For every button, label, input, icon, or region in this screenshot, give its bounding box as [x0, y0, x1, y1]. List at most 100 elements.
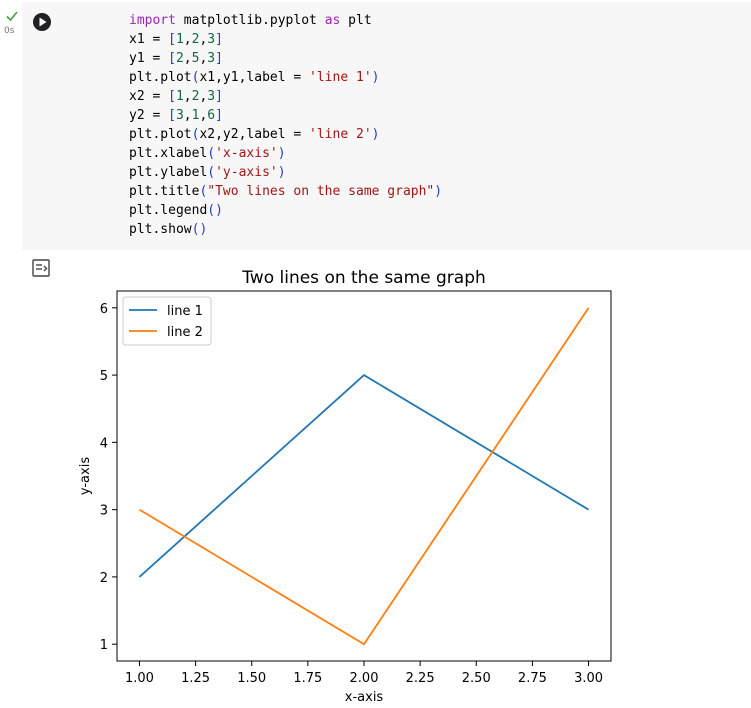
code-token: , — [183, 89, 192, 104]
code-token: [ — [168, 32, 176, 47]
code-token: () — [191, 222, 208, 237]
code-token: 1 — [191, 108, 200, 123]
code-token: plt.legend — [129, 203, 208, 218]
code-token: plt.show — [129, 222, 192, 237]
legend: line 1 line 2 — [122, 296, 212, 346]
play-icon[interactable] — [32, 12, 52, 32]
x-tick-label: 2.25 — [406, 671, 435, 686]
code-token: ( — [207, 146, 216, 161]
code-line: plt.plot(x1,y1,label = 'line 1') — [129, 68, 442, 87]
code-token: [ — [168, 51, 176, 66]
code-token: 3 — [207, 89, 216, 104]
code-token: , — [183, 32, 192, 47]
code-token: plt.ylabel — [129, 165, 208, 180]
code-token: plt.plot — [129, 127, 192, 142]
code-token: ) — [277, 165, 286, 180]
code-token: , — [199, 32, 208, 47]
axis-ticks: 1.00 1.25 1.50 1.75 2.00 2.25 2.50 2.75 3.00 1 2 3 4… — [100, 302, 603, 686]
code-token: plt — [340, 13, 372, 28]
code-token: ) — [371, 70, 380, 85]
y-tick-label: 6 — [100, 302, 108, 317]
code-line: plt.xlabel('x-axis') — [129, 144, 442, 163]
code-token: matplotlib.pyplot — [175, 13, 325, 28]
code-token: 'y-axis' — [215, 165, 278, 180]
x-tick-label: 1.50 — [237, 671, 266, 686]
code-token: 'line 2' — [309, 127, 372, 142]
code-token: , — [183, 108, 192, 123]
code-token: ] — [215, 89, 223, 104]
plot-area — [116, 290, 612, 662]
x-tick-label: 3.00 — [574, 671, 603, 686]
code-token: ( — [199, 184, 208, 199]
x-tick-label: 1.75 — [293, 671, 322, 686]
code-token: "Two lines on the same graph" — [207, 184, 435, 199]
code-token: 2 — [191, 89, 200, 104]
code-token: ( — [191, 70, 200, 85]
series-line-1 — [138, 373, 590, 578]
code-token: [ — [168, 108, 176, 123]
x-tick-label: 2.50 — [462, 671, 491, 686]
code-token: as — [324, 13, 341, 28]
x-axis-label: x-axis — [345, 690, 384, 705]
code-token: ] — [215, 32, 223, 47]
x-tick-label: 1.25 — [181, 671, 210, 686]
code-line: y1 = [2,5,3] — [129, 49, 442, 68]
code-line: plt.ylabel('y-axis') — [129, 163, 442, 182]
code-token: ) — [434, 184, 443, 199]
code-token: x2,y2,label = — [199, 127, 310, 142]
code-line: plt.legend() — [129, 201, 442, 220]
line-chart: Two lines on the same graph x-axis y-axi… — [78, 268, 612, 705]
y-tick-label: 4 — [100, 436, 108, 451]
code-token: 'line 1' — [309, 70, 372, 85]
code-line: plt.plot(x2,y2,label = 'line 2') — [129, 125, 442, 144]
code-token: x1,y1,label = — [199, 70, 310, 85]
check-icon — [6, 11, 18, 22]
code-token: , — [183, 51, 192, 66]
code-token: 1 — [175, 32, 184, 47]
code-token: 3 — [207, 32, 216, 47]
x-tick-label: 2.00 — [350, 671, 379, 686]
code-token: 2 — [191, 32, 200, 47]
x-tick-label: 2.75 — [518, 671, 547, 686]
y-tick-label: 1 — [100, 638, 108, 653]
code-token: 5 — [191, 51, 200, 66]
series-layer — [138, 307, 590, 646]
code-cell[interactable] — [22, 2, 751, 250]
execution-time: 0s — [4, 26, 15, 36]
code-token: 6 — [207, 108, 216, 123]
code-token: x1 = — [129, 32, 169, 47]
code-token: ] — [215, 108, 223, 123]
code-line: x1 = [1,2,3] — [129, 30, 442, 49]
code-token: 'x-axis' — [215, 146, 278, 161]
legend-label: line 1 — [167, 304, 203, 319]
code-token: y1 = — [129, 51, 169, 66]
y-tick-label: 3 — [100, 504, 108, 519]
code-token: , — [199, 89, 208, 104]
code-token: 3 — [175, 108, 184, 123]
code-token: , — [199, 108, 208, 123]
code-token: 1 — [175, 89, 184, 104]
y-tick-label: 2 — [100, 571, 108, 586]
code-token: import — [129, 13, 176, 28]
code-token: 3 — [207, 51, 216, 66]
code-token: ( — [207, 165, 216, 180]
code-line: x2 = [1,2,3] — [129, 87, 442, 106]
code-token: 2 — [175, 51, 184, 66]
series-line-2 — [138, 307, 590, 646]
code-token: ] — [215, 51, 223, 66]
code-token: plt.plot — [129, 70, 192, 85]
code-editor[interactable]: import matplotlib.pyplot as plt x1 = [1,2… — [129, 11, 442, 239]
code-line: import matplotlib.pyplot as plt — [129, 11, 442, 30]
code-token: [ — [168, 89, 176, 104]
chart-title: Two lines on the same graph — [241, 268, 486, 288]
output-toggle-icon[interactable] — [30, 257, 52, 279]
y-axis-label: y-axis — [78, 457, 93, 495]
y-tick-label: 5 — [100, 369, 108, 384]
code-line: y2 = [3,1,6] — [129, 106, 442, 125]
code-token: plt.xlabel — [129, 146, 208, 161]
cell-gutter: 0s — [0, 0, 22, 260]
code-line: plt.title("Two lines on the same graph") — [129, 182, 442, 201]
code-token: () — [207, 203, 223, 218]
code-token: ) — [371, 127, 380, 142]
code-token: y2 = — [129, 108, 169, 123]
